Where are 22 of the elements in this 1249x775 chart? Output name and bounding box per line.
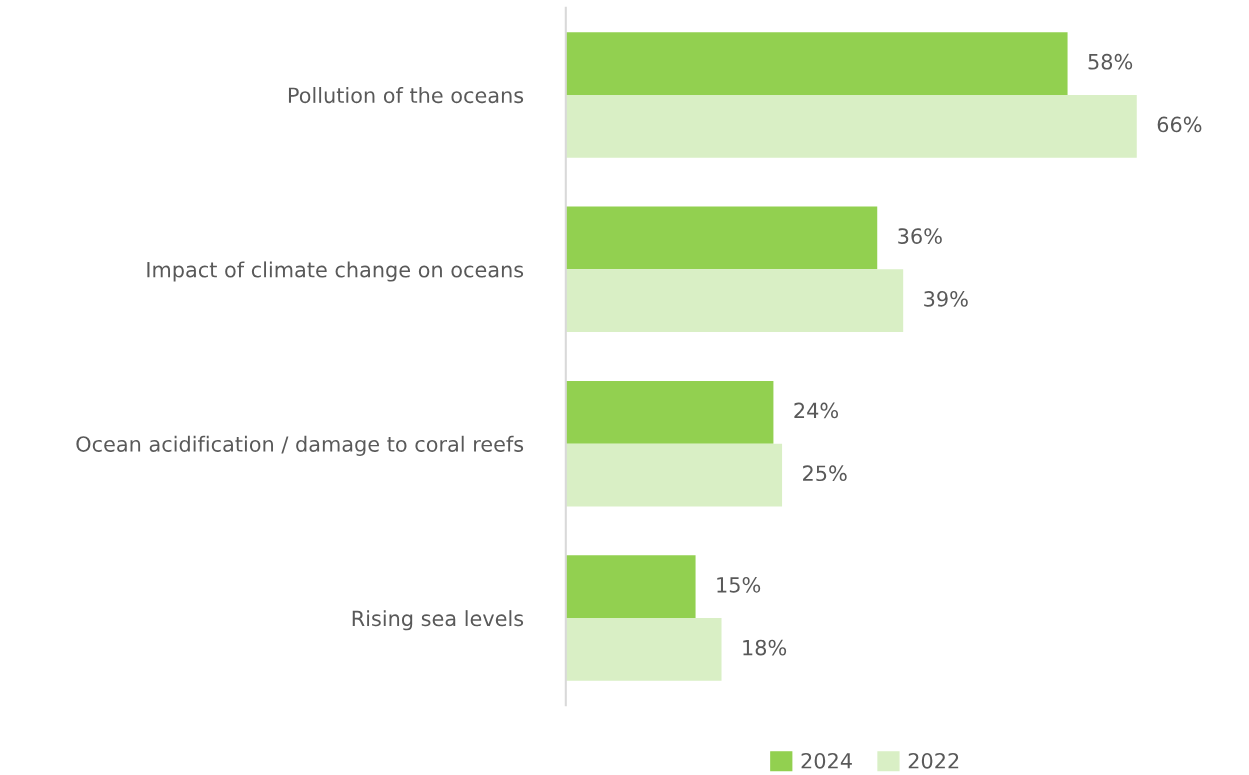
bar xyxy=(565,555,696,619)
data-label: 36% xyxy=(898,228,942,244)
data-label: 25% xyxy=(803,465,847,482)
y-tick-label: Pollution of the oceans xyxy=(288,87,524,104)
bar xyxy=(565,269,904,333)
y-tick-label: Ocean acidification / damage to coral reefs xyxy=(76,435,524,456)
bar xyxy=(565,32,1068,95)
y-tick-label: Rising sea levels xyxy=(352,610,524,631)
y-tick-label: Impact of climate change on oceans xyxy=(147,261,524,282)
bar xyxy=(565,206,878,270)
bar xyxy=(565,380,774,444)
data-label: 24% xyxy=(794,402,839,419)
bar xyxy=(565,443,783,507)
data-label: 39% xyxy=(924,290,968,307)
data-label: 15% xyxy=(717,576,761,593)
data-label: 58% xyxy=(1088,53,1133,70)
data-label: 18% xyxy=(743,639,787,656)
legend-label: 2024 xyxy=(801,752,852,769)
legend-label: 2022 xyxy=(908,752,959,769)
bar xyxy=(565,94,1137,158)
bar xyxy=(565,618,722,681)
data-label: 66% xyxy=(1157,116,1202,133)
